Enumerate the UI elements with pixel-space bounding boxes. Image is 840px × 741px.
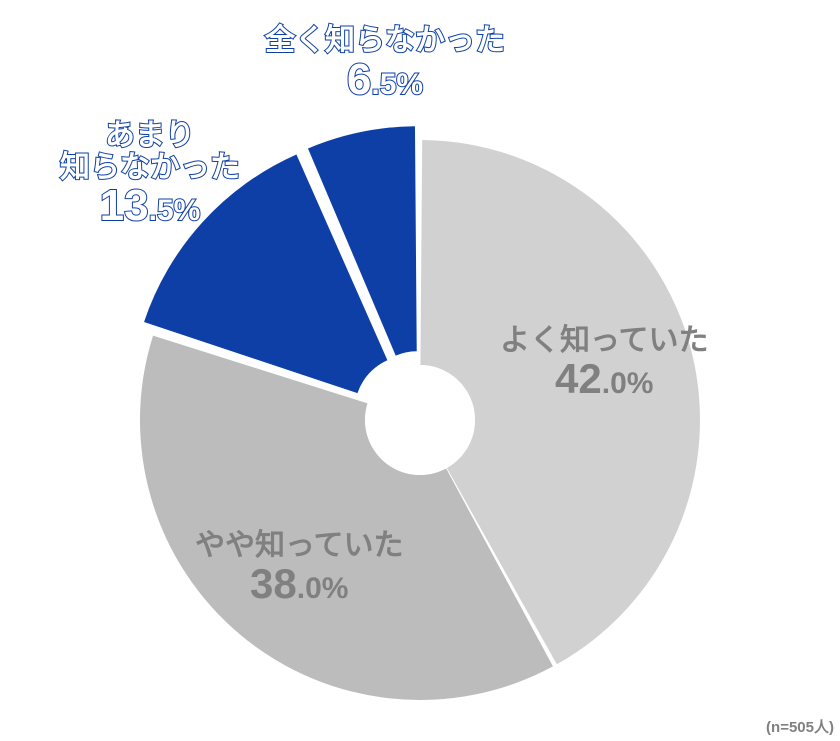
slice-pct-minor: .5% (149, 194, 201, 227)
slice-label-not-at-all: 全く知らなかった 6.5% (265, 25, 505, 103)
slice-name-line1: あまり (60, 120, 240, 152)
slice-pct-major: 6 (347, 55, 371, 104)
slice-pct-major: 42 (555, 355, 602, 402)
donut-chart-container: よく知っていた 42.0% やや知っていた 38.0% あまり 知らなかった 1… (0, 0, 840, 741)
slice-pct-major: 13 (100, 181, 149, 230)
slice-name: よく知っていた (500, 325, 709, 357)
slice-pct-minor: .0% (297, 572, 349, 605)
slice-label-well-known: よく知っていた 42.0% (500, 325, 709, 401)
sample-size-footnote: (n=505人) (766, 716, 834, 737)
slice-name-line2: 知らなかった (60, 152, 240, 184)
slice-name: やや知っていた (195, 530, 404, 562)
donut-hole (365, 365, 475, 475)
slice-label-not-much: あまり 知らなかった 13.5% (60, 120, 240, 229)
slice-label-somewhat-known: やや知っていた 38.0% (195, 530, 404, 606)
slice-pct-minor: .5% (371, 68, 423, 101)
slice-pct-minor: .0% (602, 367, 654, 400)
slice-pct-major: 38 (250, 560, 297, 607)
slice-name: 全く知らなかった (265, 25, 505, 57)
donut-chart (0, 0, 840, 741)
